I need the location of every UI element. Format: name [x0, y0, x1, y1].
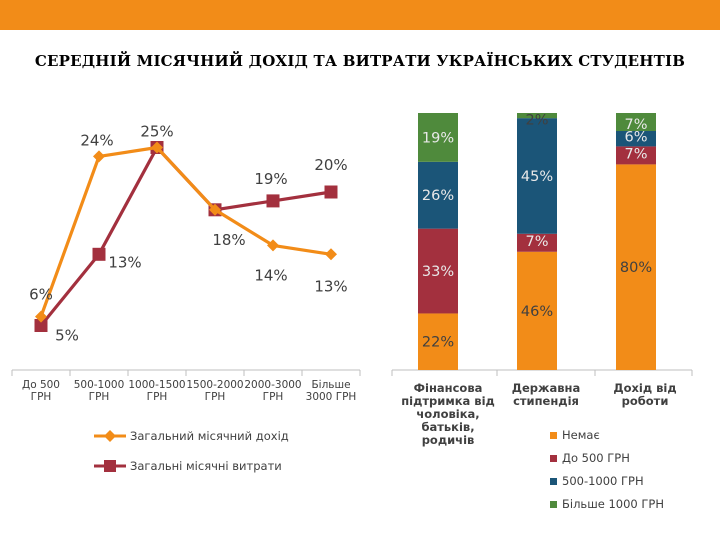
bar-data-label: 2%: [525, 113, 548, 129]
bar-segment: [418, 113, 458, 162]
bar-data-label: 45%: [521, 169, 553, 185]
line-chart-category-label: 2000-3000: [244, 379, 301, 391]
line-data-label: 5%: [55, 327, 79, 345]
line-point-marker: [92, 247, 106, 261]
line-data-label: 19%: [254, 170, 287, 188]
bar-data-label: 19%: [422, 130, 454, 146]
bar-data-label: 80%: [620, 260, 652, 276]
bar-category-label: стипендія: [513, 394, 579, 408]
slide-title: СЕРЕДНІЙ МІСЯЧНИЙ ДОХІД ТА ВИТРАТИ УКРАЇ…: [34, 52, 686, 70]
bar-data-label: 26%: [422, 188, 454, 204]
bar-legend-label: До 500 ГРН: [562, 451, 630, 465]
line-point-marker: [209, 203, 221, 216]
line-data-label: 20%: [314, 156, 347, 174]
line-point-marker: [325, 248, 337, 261]
bar-category-label: Фінансова: [414, 381, 483, 395]
line-data-label: 13%: [108, 253, 141, 271]
bar-segment: [517, 118, 557, 234]
bar-category-label: батьків,: [421, 420, 474, 434]
line-chart-category-label: До 500: [22, 379, 60, 391]
line-data-label: 6%: [29, 286, 53, 304]
bar-category-label: роботи: [622, 394, 669, 408]
bar-legend-label: 500-1000 ГРН: [562, 474, 644, 488]
bar-segment: [616, 164, 656, 370]
bar-segment: [418, 161, 458, 229]
line-chart-category-label: 500-1000: [74, 379, 125, 391]
line-point-marker: [34, 319, 48, 332]
line-chart-category-label: ГРН: [89, 391, 110, 403]
bar-segment: [418, 313, 458, 370]
line-chart-category-label: 1500-2000: [186, 379, 243, 391]
line-data-label: 25%: [140, 123, 173, 141]
bar-legend-swatch: [550, 455, 557, 462]
bar-category-label: родичів: [422, 433, 475, 447]
bar-data-label: 7%: [624, 117, 647, 133]
bar-segment: [418, 228, 458, 314]
top-accent-bar: [0, 0, 720, 30]
line-data-label: 13%: [314, 277, 347, 295]
bar-data-label: 22%: [422, 335, 454, 351]
bar-segment: [517, 251, 557, 370]
bar-data-label: 7%: [525, 234, 548, 250]
line-legend-marker: [104, 430, 116, 442]
bar-category-label: підтримка від: [401, 394, 495, 408]
bar-segment: [616, 113, 656, 131]
line-point-marker: [151, 141, 163, 154]
line-chart-category-label: 3000 ГРН: [306, 391, 357, 403]
line-point-marker: [93, 150, 105, 163]
bar-legend-swatch: [550, 432, 557, 439]
line-series-0: [39, 145, 332, 318]
line-data-label: 14%: [254, 266, 287, 284]
bar-legend-label: Немає: [562, 428, 600, 442]
bar-data-label: 6%: [624, 130, 647, 146]
bar-legend-label: Більше 1000 ГРН: [562, 497, 664, 511]
bar-legend-swatch: [550, 501, 557, 508]
line-data-label: 18%: [212, 231, 245, 249]
line-legend-marker: [104, 460, 116, 472]
bar-category-label: Дохід від: [613, 381, 676, 395]
line-chart-category-label: ГРН: [31, 391, 52, 403]
bar-segment: [517, 113, 557, 119]
bar-category-label: чоловіка,: [416, 407, 479, 421]
line-legend-label: Загальні місячні витрати: [130, 459, 282, 473]
line-chart-category-label: Більше: [311, 379, 350, 391]
bar-segment: [517, 233, 557, 252]
line-point-marker: [267, 239, 279, 252]
line-chart-category-label: 1000-1500: [128, 379, 185, 391]
line-chart-category-label: ГРН: [147, 391, 168, 403]
line-chart-category-label: ГРН: [205, 391, 226, 403]
bar-data-label: 33%: [422, 264, 454, 280]
line-chart-category-label: ГРН: [263, 391, 284, 403]
bar-data-label: 7%: [624, 146, 647, 162]
line-legend-label: Загальний місячний дохід: [130, 429, 289, 443]
bar-legend-swatch: [550, 478, 557, 485]
bar-category-label: Державна: [512, 381, 580, 395]
line-point-marker: [35, 310, 47, 323]
bar-segment: [616, 146, 656, 165]
line-point-marker: [324, 185, 338, 199]
bar-segment: [616, 130, 656, 147]
line-data-label: 24%: [80, 131, 113, 149]
bar-data-label: 46%: [521, 304, 553, 320]
line-point-marker: [266, 194, 280, 208]
